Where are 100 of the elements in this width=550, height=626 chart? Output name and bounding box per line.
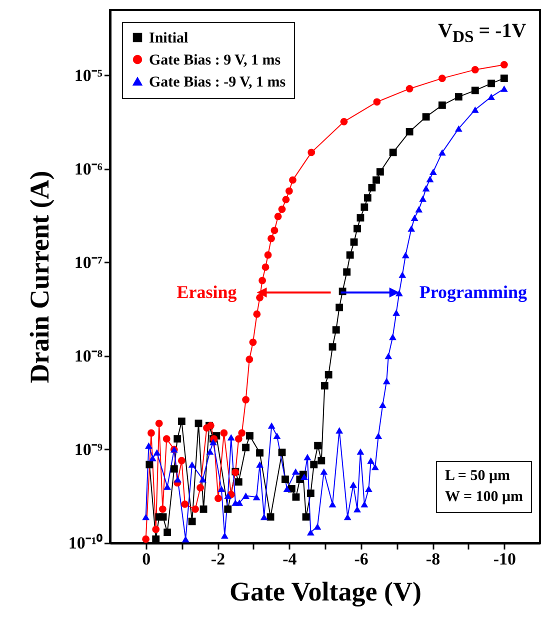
point [422, 113, 430, 121]
point [289, 176, 296, 184]
point [438, 74, 446, 82]
x-tick-label: 0 [142, 550, 151, 568]
annotation: W = 100 μm [445, 489, 524, 505]
point [192, 505, 199, 513]
point [471, 86, 479, 94]
legend-label: Gate Bias : 9 V, 1 ms [149, 52, 281, 68]
point [308, 148, 316, 156]
y-tick-label: 10⁻⁷ [74, 252, 102, 272]
point [285, 187, 293, 195]
point [152, 535, 160, 543]
point [242, 444, 250, 452]
point [178, 418, 186, 426]
point [142, 535, 150, 543]
point [256, 449, 264, 457]
point [270, 226, 278, 234]
point [174, 435, 182, 443]
y-tick-label: 10⁻⁹ [74, 440, 102, 459]
point [350, 238, 358, 246]
point [302, 513, 310, 521]
point [266, 513, 274, 521]
point [220, 429, 228, 437]
point [438, 101, 446, 109]
annotation: Erasing [176, 282, 237, 303]
x-tick-label: -10 [493, 550, 516, 568]
point [178, 456, 186, 464]
y-axis-title: Drain Current (A) [24, 170, 54, 384]
point [320, 382, 328, 390]
point [500, 61, 508, 68]
point [224, 505, 232, 513]
point [406, 85, 414, 92]
point [181, 500, 189, 508]
y-tick-label: 10⁻¹⁰ [68, 534, 102, 552]
point [356, 214, 364, 222]
point [372, 176, 380, 184]
point [158, 505, 166, 513]
point [343, 268, 351, 276]
point [471, 66, 479, 74]
annotation: L = 50 μm [445, 468, 510, 484]
point [306, 490, 314, 497]
x-tick-label: -6 [354, 550, 368, 568]
point [249, 338, 257, 346]
point [324, 371, 332, 378]
y-tick-label: 10⁻⁶ [74, 159, 102, 178]
point [170, 465, 178, 473]
point [268, 234, 275, 242]
point [368, 184, 376, 192]
point [214, 494, 222, 502]
x-axis-title: Gate Voltage (V) [230, 576, 422, 606]
point [246, 432, 254, 440]
point [310, 460, 318, 468]
point [155, 420, 163, 428]
legend-label: Initial [149, 30, 188, 46]
point [282, 196, 290, 204]
point [262, 263, 270, 271]
point [406, 128, 414, 136]
point [258, 276, 266, 284]
point [164, 528, 172, 536]
point [318, 456, 326, 464]
point [500, 74, 508, 82]
annotation: V$_{DS}$ = -1V [438, 20, 526, 47]
point [292, 493, 300, 501]
point [376, 168, 384, 176]
annotation: Programming [419, 282, 527, 303]
point [152, 526, 160, 534]
point [234, 435, 242, 443]
point [234, 478, 242, 486]
point [162, 435, 170, 443]
point [278, 448, 286, 456]
legend-label: Gate Bias : -9 V, 1 ms [149, 74, 286, 90]
point [146, 460, 154, 468]
point [200, 505, 208, 513]
point [314, 442, 322, 450]
point [242, 396, 250, 404]
x-tick-label: -2 [210, 550, 226, 568]
point [360, 203, 368, 211]
point [340, 118, 348, 126]
point [264, 251, 272, 259]
point [332, 326, 340, 334]
x-tick-label: -8 [426, 550, 440, 568]
point [454, 93, 462, 101]
point [238, 429, 246, 437]
point [488, 80, 495, 88]
point [274, 212, 282, 220]
point [328, 343, 336, 351]
point [373, 98, 381, 106]
point [196, 484, 204, 492]
point [346, 251, 354, 259]
point [194, 420, 202, 428]
point [188, 518, 196, 526]
point [159, 513, 167, 521]
point [336, 304, 344, 312]
point [253, 310, 261, 318]
point [389, 148, 397, 156]
point [256, 294, 264, 302]
point [148, 429, 155, 437]
point [354, 224, 361, 232]
point [278, 206, 286, 213]
y-tick-label: 10⁻⁵ [74, 66, 102, 85]
